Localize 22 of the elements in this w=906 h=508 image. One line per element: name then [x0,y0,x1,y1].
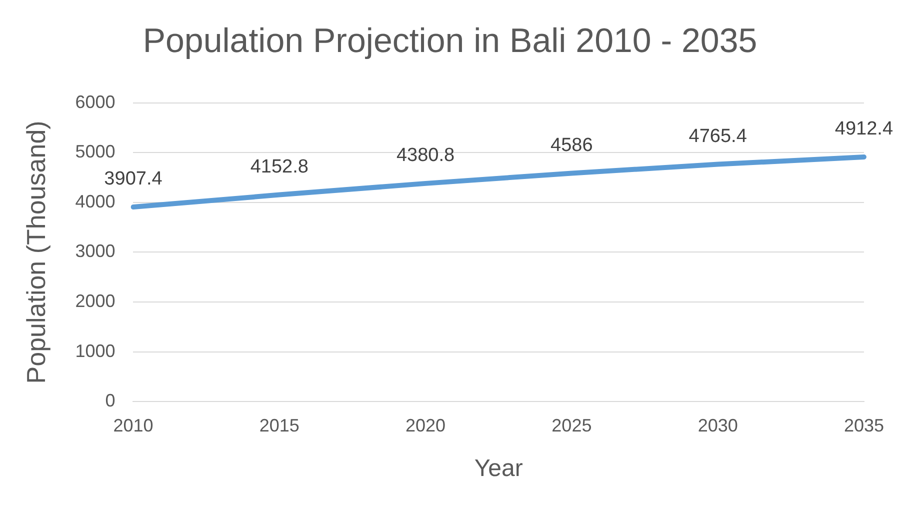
data-label: 4765.4 [688,126,748,148]
y-tick-label: 3000 [75,241,116,262]
y-tick-label: 5000 [75,142,116,162]
y-tick-label: 2000 [75,290,116,311]
data-label: 4912.4 [834,118,894,140]
data-label: 3907.4 [104,168,163,190]
x-tick-label: 2035 [844,415,884,436]
y-tick-label: 0 [105,390,116,411]
y-axis-title: Population (Thousand) [20,120,51,384]
chart-title: Population Projection in Bali 2010 - 2035 [142,22,758,60]
data-label: 4152.8 [250,156,308,178]
x-tick-label: 2015 [259,415,300,436]
y-tick-label: 1000 [75,340,116,361]
y-tick-label: 4000 [75,191,116,212]
x-tick-label: 2025 [552,415,592,436]
y-tick-label: 6000 [75,92,116,112]
data-label: 4586 [550,134,593,156]
x-axis-title: Year [474,455,523,482]
x-tick-label: 2010 [113,415,154,436]
x-tick-label: 2020 [406,415,446,436]
x-tick-label: 2030 [698,415,738,436]
data-label: 4380.8 [396,145,455,166]
